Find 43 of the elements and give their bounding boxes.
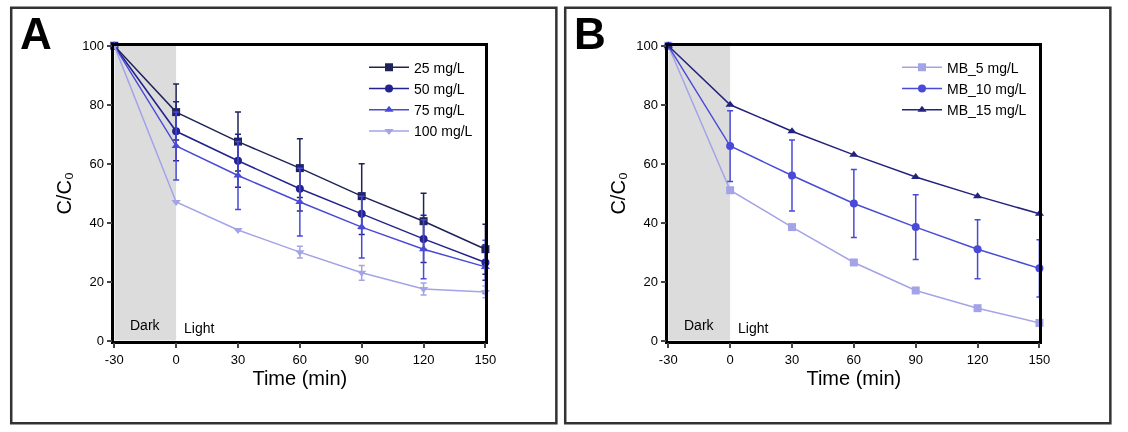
x-tick-label: 60 <box>846 351 862 367</box>
legend-label: MB_10 mg/L <box>947 80 1027 97</box>
x-tick-label: 0 <box>172 351 180 367</box>
y-tick-label: 0 <box>96 333 104 349</box>
y-tick-label: 20 <box>643 274 658 290</box>
x-tick-label: 0 <box>726 351 734 367</box>
text: B <box>574 9 606 58</box>
legend-label: 100 mg/L <box>414 123 473 140</box>
text: A <box>20 9 52 58</box>
y-tick-label: 60 <box>89 156 104 172</box>
x-tick-label: 90 <box>908 351 923 367</box>
y-axis-title: C/C₀ <box>606 171 629 215</box>
x-tick-label: 120 <box>412 351 435 367</box>
y-tick-label: 60 <box>643 156 658 172</box>
x-tick-label: -30 <box>104 351 124 367</box>
y-tick-label: 100 <box>82 38 104 54</box>
legend-label: 50 mg/L <box>414 80 465 97</box>
annotation: Light <box>184 320 215 336</box>
annotation: Light <box>738 320 769 336</box>
y-tick-label: 40 <box>643 215 658 231</box>
x-tick-label: 30 <box>230 351 246 367</box>
y-tick-label: 100 <box>636 38 658 54</box>
legend-label: MB_5 mg/L <box>947 59 1019 76</box>
y-tick-label: 80 <box>643 97 658 113</box>
x-tick-label: 120 <box>966 351 989 367</box>
x-axis-title: Time (min) <box>252 366 348 389</box>
x-axis-title: Time (min) <box>806 366 902 389</box>
x-tick-label: 60 <box>292 351 308 367</box>
legend-label: 25 mg/L <box>414 59 465 76</box>
band-label: Dark <box>684 317 715 333</box>
x-tick-label: 150 <box>1028 351 1051 367</box>
x-tick-label: 90 <box>354 351 369 367</box>
y-axis-title: C/C₀ <box>52 171 75 215</box>
y-tick-label: 0 <box>650 333 658 349</box>
legend-label: 75 mg/L <box>414 102 465 119</box>
band-label: Dark <box>130 317 161 333</box>
x-tick-label: 150 <box>474 351 497 367</box>
y-tick-label: 20 <box>89 274 104 290</box>
legend-label: MB_15 mg/L <box>947 102 1027 119</box>
x-tick-label: -30 <box>658 351 678 367</box>
y-tick-label: 40 <box>89 215 104 231</box>
x-tick-label: 30 <box>784 351 800 367</box>
y-tick-label: 80 <box>89 97 104 113</box>
